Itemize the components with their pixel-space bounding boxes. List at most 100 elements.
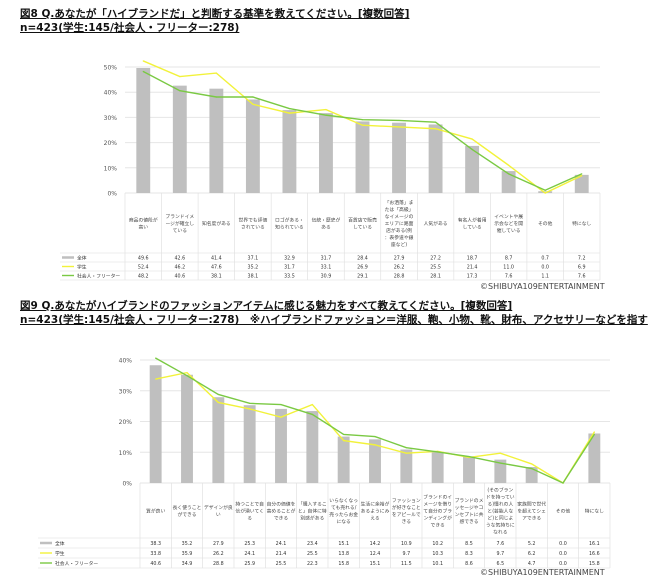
y-tick-label: 0% (122, 481, 132, 488)
bar-全体 (431, 451, 444, 483)
data-value: 7.6 (505, 273, 513, 279)
point-学生 (499, 452, 501, 454)
data-value: 48.2 (138, 273, 149, 279)
data-value: 28.8 (213, 561, 224, 567)
data-value: 0.7 (541, 255, 549, 261)
point-学生 (398, 126, 400, 128)
category-label: ファッションが好きなことをアピールできる (392, 498, 421, 525)
point-社会人・フリーター (215, 96, 217, 98)
data-value: 30.9 (321, 273, 332, 279)
category-label: 自分の価値を高めることができる (267, 501, 296, 522)
point-学生 (471, 138, 473, 140)
data-value: 38.1 (248, 273, 259, 279)
data-value: 13.8 (338, 551, 349, 557)
point-学生 (593, 431, 595, 433)
point-社会人・フリーター (252, 96, 254, 98)
point-社会人・フリーター (217, 393, 219, 396)
data-value: 10.2 (432, 541, 443, 547)
data-value: 6.2 (528, 551, 536, 557)
category-label: 知名度がある (202, 220, 231, 227)
category-label: いらなくなっても売れる/売ったらお金になる (329, 497, 358, 525)
bar-全体 (209, 88, 224, 193)
data-value: 25.5 (307, 551, 318, 557)
category-label: 家族間で世代を超えてシェアできる (517, 501, 546, 522)
bar-全体 (574, 174, 589, 193)
point-学生 (531, 463, 533, 465)
data-value: 12.4 (370, 551, 381, 557)
bar-全体 (282, 110, 297, 193)
bar-全体 (306, 411, 319, 483)
data-value: 22.3 (307, 561, 318, 567)
point-学生 (374, 444, 376, 446)
data-value: 52.4 (138, 264, 149, 270)
chart1-title: 図8 Q.あなたが「ハイブランドだ」と判断する基準を教えてください。[複数回答] (20, 8, 410, 20)
data-value: 31.7 (284, 264, 295, 270)
chart1-credit: ©SHIBUYA109ENTERTAINMENT (480, 282, 605, 291)
y-tick-label: 50% (104, 65, 118, 72)
bar-全体 (149, 365, 162, 483)
bar-全体 (400, 449, 413, 483)
data-value: 6.9 (578, 264, 586, 270)
category-label: その他 (556, 508, 571, 515)
data-value: 10.9 (401, 541, 412, 547)
chart1: 0% 10% 20% 30% 40% 50% 商品の値段が高いブランドイメージが確立している… (60, 60, 601, 281)
point-学生 (361, 124, 364, 126)
data-value: 28.1 (430, 273, 441, 279)
point-社会人・フリーター (288, 107, 291, 110)
data-value: 4.7 (528, 561, 536, 567)
y-tick-label: 40% (104, 90, 118, 97)
category-label: 人気がある (424, 220, 448, 227)
data-value: 0.0 (559, 541, 567, 547)
point-学生 (155, 378, 157, 380)
point-社会人・フリーター (186, 375, 188, 377)
y-tick-label: 20% (119, 419, 133, 426)
point-社会人・フリーター (544, 189, 546, 191)
point-学生 (280, 416, 282, 418)
bar-全体 (136, 68, 151, 193)
data-value: 33.1 (321, 264, 332, 270)
category-label: 質が良い (146, 508, 165, 515)
legend-label: 社会人・フリーター (55, 560, 98, 567)
data-value: 15.1 (370, 561, 381, 567)
category-label: 有名人が着用している (458, 217, 487, 231)
category-label: (そのブランドを持っている)憧れの人と(芸能人など)と同じような気持ちになれる (486, 487, 515, 536)
point-学生 (581, 175, 583, 177)
data-value: 5.2 (528, 541, 536, 547)
data-value: 15.1 (338, 541, 349, 547)
bar-全体 (337, 436, 350, 483)
point-社会人・フリーター (179, 90, 181, 92)
point-学生 (288, 112, 291, 114)
bar-全体 (588, 433, 601, 483)
point-社会人・フリーター (468, 455, 470, 458)
point-社会人・フリーター (155, 357, 157, 359)
legend-label: 社会人・フリーター (77, 272, 120, 279)
bar-全体 (355, 121, 370, 193)
y-tick-label: 0% (107, 191, 117, 198)
data-value: 47.6 (211, 264, 222, 270)
point-学生 (508, 164, 510, 166)
point-社会人・フリーター (374, 435, 376, 438)
data-value: 8.7 (505, 255, 513, 261)
data-value: 35.9 (182, 551, 193, 557)
bar-全体 (181, 374, 193, 483)
data-value: 0.0 (559, 551, 567, 557)
bar-全体 (245, 99, 260, 193)
data-value: 49.6 (138, 255, 149, 261)
category-label: ブランドイメージが確立している (165, 213, 194, 234)
point-学生 (215, 72, 217, 74)
data-value: 11.0 (503, 264, 514, 270)
chart1-subtitle: n=423(学生:145/社会人・フリーター:278) (20, 22, 240, 34)
data-value: 10.3 (432, 551, 443, 557)
chart2: 0% 10% 20% 30% 40% 質が良い 長く使うことができるデザインが良い持つことで… (38, 357, 611, 569)
legend-label: 学生 (55, 550, 65, 557)
category-label: デザインが良い (204, 504, 233, 518)
point-学生 (179, 75, 181, 78)
point-社会人・フリーター (471, 148, 473, 151)
category-label: 伝統・歴史がある (312, 217, 341, 231)
data-value: 0.0 (541, 264, 549, 270)
legend-label: 全体 (77, 254, 87, 261)
data-value: 25.3 (244, 541, 255, 547)
y-tick-label: 10% (104, 165, 118, 172)
data-value: 8.3 (465, 551, 473, 557)
